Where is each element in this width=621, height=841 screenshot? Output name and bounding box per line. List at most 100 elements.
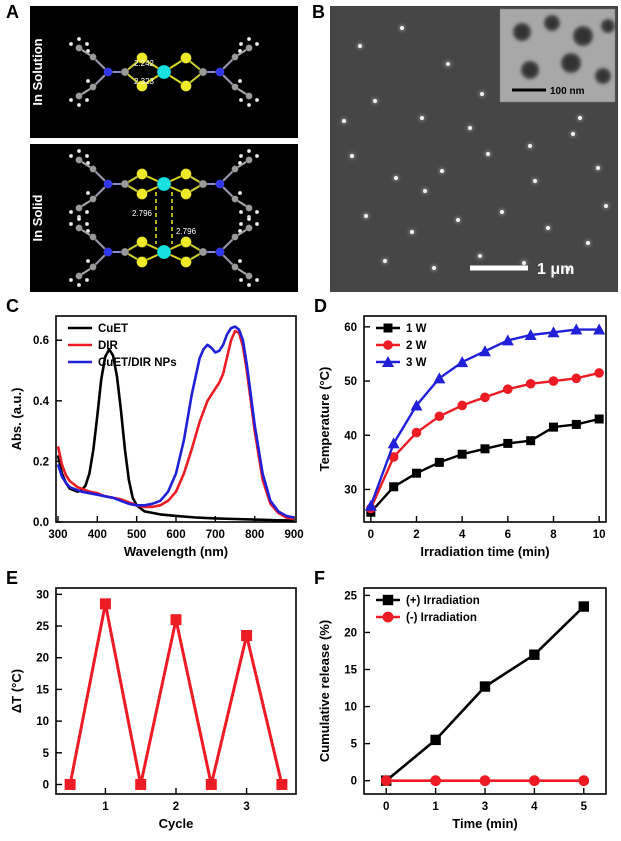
bond-length-label: 2.242 bbox=[134, 59, 155, 68]
marker-triangle bbox=[570, 323, 583, 335]
in-solid-label: In Solid bbox=[30, 194, 45, 241]
y-tick-label: 15 bbox=[344, 665, 357, 677]
marker-triangle bbox=[433, 372, 446, 384]
nanoparticle-dot bbox=[604, 204, 608, 208]
x-axis-label: Irradiation time (min) bbox=[420, 544, 549, 559]
y-tick-label: 20 bbox=[344, 627, 357, 639]
panel-label-e: E bbox=[6, 568, 19, 588]
nanoparticle-dot bbox=[420, 116, 424, 120]
nanoparticle-dot bbox=[383, 259, 387, 263]
marker-triangle bbox=[364, 499, 377, 511]
y-tick-label: 10 bbox=[344, 702, 357, 714]
panel-label-c: C bbox=[6, 296, 19, 316]
marker-circle bbox=[430, 775, 442, 787]
x-tick-label: 0 bbox=[368, 529, 374, 541]
panel-label-d: D bbox=[314, 296, 327, 316]
marker-square bbox=[382, 594, 394, 606]
structure-image-solution: 2.242 2.323 In Solution bbox=[30, 6, 298, 138]
x-tick-label: 2 bbox=[413, 529, 419, 541]
nanoparticle-dot bbox=[546, 226, 550, 230]
nanoparticle-dot bbox=[456, 218, 460, 222]
nanoparticle-dot bbox=[522, 261, 526, 265]
nanoparticle-dot bbox=[468, 126, 472, 130]
y-tick-label: 0.2 bbox=[33, 456, 49, 468]
legend-label: 3 W bbox=[406, 357, 427, 369]
x-tick-label: 0 bbox=[383, 801, 389, 813]
marker-circle bbox=[411, 427, 422, 438]
in-solution-label: In Solution bbox=[30, 38, 45, 105]
marker-square bbox=[578, 601, 589, 612]
series-line bbox=[56, 325, 295, 519]
y-tick-label: 5 bbox=[351, 739, 358, 751]
legend-label: CuET/DIR NPs bbox=[98, 357, 177, 369]
x-axis-label: Wavelength (nm) bbox=[124, 544, 228, 559]
y-tick-label: 0 bbox=[43, 779, 49, 791]
scale-label: 1 μm bbox=[537, 261, 574, 278]
thermal-cycling-chart: 1 2 3 0 5 10 15 20 25 30 Cycle ΔT (°C) bbox=[8, 578, 306, 834]
y-axis-label: Cumulative release (%) bbox=[317, 620, 332, 762]
legend-label: DIR bbox=[98, 340, 119, 352]
marker-circle bbox=[480, 392, 490, 403]
y-tick-label: 25 bbox=[344, 590, 357, 602]
x-tick-label: 4 bbox=[459, 529, 466, 541]
marker-square bbox=[170, 614, 182, 626]
marker-square bbox=[526, 436, 536, 446]
x-tick-label: 700 bbox=[206, 529, 225, 541]
sem-micrograph: 100 nm 1 μm bbox=[330, 6, 618, 292]
y-tick-label: 0 bbox=[351, 776, 357, 788]
x-tick-label: 3 bbox=[243, 801, 249, 813]
x-tick-label: 1 bbox=[102, 801, 109, 813]
series-line bbox=[56, 347, 295, 522]
y-tick-label: 25 bbox=[36, 621, 49, 633]
y-tick-label: 0.4 bbox=[33, 396, 50, 408]
y-tick-label: 0.0 bbox=[33, 517, 49, 529]
nanoparticle-dot bbox=[571, 132, 575, 136]
panel-label-b: B bbox=[312, 2, 325, 22]
y-tick-label: 30 bbox=[344, 484, 357, 496]
marker-triangle bbox=[479, 345, 491, 357]
x-tick-label: 600 bbox=[166, 529, 185, 541]
marker-square bbox=[99, 598, 111, 610]
x-tick-label: 3 bbox=[482, 801, 488, 813]
y-tick-label: 15 bbox=[36, 684, 49, 696]
nanoparticle-dot bbox=[440, 169, 444, 173]
x-tick-label: 5 bbox=[581, 801, 588, 813]
marker-square bbox=[205, 778, 217, 790]
marker-square bbox=[135, 778, 147, 790]
marker-triangle bbox=[524, 328, 537, 340]
marker-square bbox=[434, 457, 444, 467]
x-tick-label: 1 bbox=[432, 801, 439, 813]
marker-square bbox=[276, 778, 288, 790]
marker-triangle bbox=[410, 399, 423, 411]
marker-circle bbox=[594, 368, 604, 378]
bond-length-label: 2.796 bbox=[176, 227, 197, 236]
x-tick-label: 900 bbox=[284, 529, 303, 541]
y-axis-label: ΔT (°C) bbox=[9, 669, 24, 713]
y-tick-label: 20 bbox=[36, 653, 49, 665]
marker-square bbox=[412, 468, 422, 478]
nanoparticle-dot bbox=[410, 230, 414, 234]
y-tick-label: 40 bbox=[344, 430, 357, 442]
nanoparticle-dot bbox=[364, 214, 368, 218]
nanoparticle-dot bbox=[596, 166, 600, 170]
nanoparticle-dot bbox=[478, 254, 482, 258]
nanoparticle-dot bbox=[500, 210, 504, 214]
nanoparticle-dot bbox=[446, 62, 450, 66]
nanoparticle-dot bbox=[342, 119, 346, 123]
cumulative-release-chart: 0 1 3 4 5 0 5 10 15 20 25 Time (min) Cumulative rele… bbox=[316, 578, 616, 834]
marker-circle bbox=[528, 775, 540, 787]
marker-circle bbox=[548, 376, 559, 386]
marker-triangle bbox=[593, 323, 606, 335]
nanoparticle-dot bbox=[566, 267, 570, 271]
legend-label: 2 W bbox=[406, 340, 427, 352]
x-tick-label: 6 bbox=[505, 529, 511, 541]
marker-square bbox=[383, 323, 393, 333]
marker-square bbox=[64, 778, 76, 790]
nanoparticle-dot bbox=[533, 179, 537, 183]
bond-length-label: 2.323 bbox=[134, 77, 155, 86]
y-tick-label: 10 bbox=[36, 716, 49, 728]
tem-inset: 100 nm bbox=[499, 8, 616, 103]
absorption-spectra-chart: 300 400 500 600 700 800 900 0.0 0.2 0.4 0.6 Wavelen… bbox=[8, 306, 306, 562]
marker-circle bbox=[434, 411, 445, 422]
